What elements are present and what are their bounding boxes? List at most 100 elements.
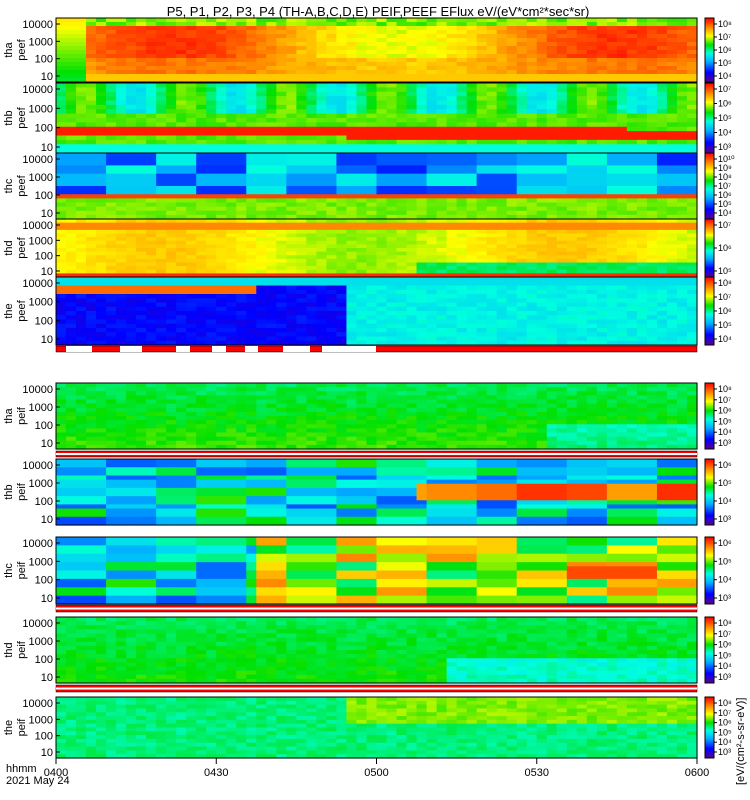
spectrogram-cell [56,266,67,271]
spectrogram-cell [296,46,307,51]
spectrogram-cell [276,269,287,274]
spectrogram-cell [56,83,67,88]
spectrogram-cell [496,302,508,308]
spectrogram-cell [546,237,558,242]
spectrogram-cell [446,62,458,67]
spectrogram-cell [266,148,277,154]
spectrogram-cell [316,240,328,245]
spectrogram-cell [526,83,538,88]
spectrogram-cell [676,226,688,231]
spectrogram-cell [326,87,338,93]
spectrogram-cell [616,118,628,123]
spectrogram-cell [246,319,257,325]
spectrogram-cell [76,206,87,212]
spectrogram-cell [76,18,87,23]
spectrogram-cell [626,233,638,238]
spectrogram-cell [466,66,478,71]
spectrogram-cell [636,229,648,235]
spectrogram-cell [496,269,508,274]
spectrogram-cell [496,323,508,329]
spectrogram-cell [326,169,338,175]
spectrogram-cell [276,50,287,55]
spectrogram-cell [276,78,287,83]
spectrogram-cell [86,332,97,338]
spectrogram-cell [106,277,117,282]
spectrogram-cell [526,131,538,137]
spectrogram-cell [176,122,187,128]
spectrogram-cell [426,70,438,75]
panel-label-product: peef [16,38,28,60]
spectrogram-cell [586,30,598,35]
spectrogram-cell [226,173,237,179]
spectrogram-cell [646,177,658,183]
spectrogram-cell [226,302,237,308]
spectrogram-cell [416,222,428,227]
spectrogram-cell [396,78,408,83]
spectrogram-cell [196,104,207,110]
spectrogram-cell [56,244,67,249]
spectrogram-cell [206,144,217,150]
spectrogram-cell [446,229,458,235]
spectrogram-cell [556,135,568,141]
spectrogram-cell [496,319,508,325]
spectrogram-cell [466,50,478,55]
spectrogram-cell [476,194,488,199]
spectrogram-cell [436,194,448,199]
spectrogram-cell [536,153,548,158]
spectrogram-cell [266,311,277,316]
spectrogram-cell [136,66,147,71]
spectrogram-cell [436,118,448,123]
spectrogram-cell [156,42,167,47]
spectrogram-cell [376,202,388,208]
spectrogram-cell [106,319,117,325]
spectrogram-cell [246,173,257,179]
spectrogram-cell [86,319,97,325]
spectrogram-cell [646,144,658,150]
spectrogram-cell [146,336,157,342]
spectrogram-cell [366,319,378,325]
spectrogram-cell [666,122,678,128]
spectrogram-cell [336,332,348,338]
spectrogram-cell [436,229,448,235]
spectrogram-cell [226,306,237,312]
spectrogram-cell [376,34,388,39]
spectrogram-cell [446,306,458,312]
spectrogram-cell [286,22,297,27]
spectrogram-cell [156,186,167,191]
spectrogram-cell [266,144,277,150]
spectrogram-cell [276,96,287,102]
spectrogram-cell [266,126,277,132]
spectrogram-cell [606,269,618,274]
spectrogram-cell [396,46,408,51]
spectrogram-cell [66,165,77,171]
spectrogram-cell [326,113,338,119]
spectrogram-cell [476,315,488,321]
spectrogram-cell [236,70,247,75]
spectrogram-cell [206,148,217,154]
spectrogram-cell [256,173,267,179]
spectrogram-cell [456,18,468,23]
spectrogram-cell [256,190,267,195]
spectrogram-cell [356,240,368,245]
spectrogram-cell [76,109,87,115]
spectrogram-cell [116,206,127,212]
spectrogram-cell [256,311,267,316]
spectrogram-cell [326,255,338,260]
spectrogram-cell [556,70,568,75]
spectrogram-cell [406,122,418,128]
spectrogram-cell [306,198,318,204]
spectrogram-cell [586,139,598,145]
spectrogram-cell [346,237,358,242]
spectrogram-cell [266,83,277,88]
spectrogram-cell [336,273,348,278]
spectrogram-cell [336,315,348,321]
spectrogram-cell [366,169,378,175]
spectrogram-cell [166,26,177,31]
spectrogram-cell [526,104,538,110]
spectrogram-cell [96,104,107,110]
spectrogram-cell [216,194,227,199]
spectrogram-cell [276,153,287,158]
spectrogram-cell [636,233,648,238]
spectrogram-cell [586,273,598,278]
